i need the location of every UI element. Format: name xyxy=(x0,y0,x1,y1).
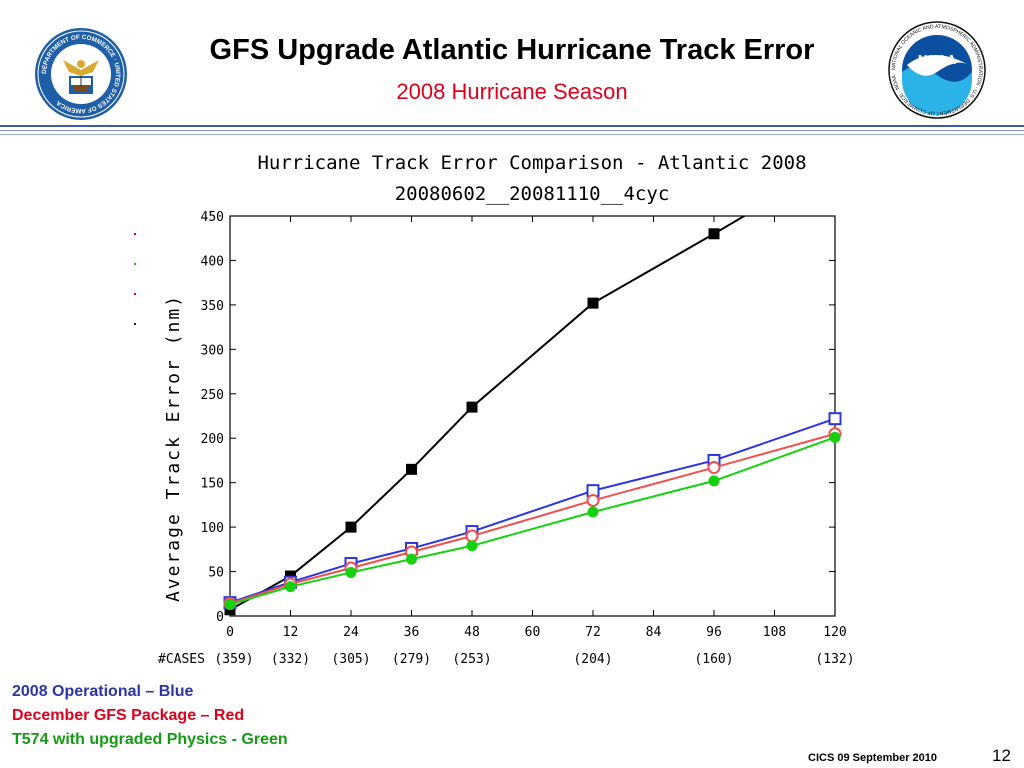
series-point-2 xyxy=(586,493,600,507)
y-tick-label: 450 xyxy=(201,210,224,225)
department-of-commerce-seal: DEPARTMENT OF COMMERCE · UNITED STATES O… xyxy=(35,28,127,120)
series-point-3 xyxy=(406,553,417,565)
series-point-0 xyxy=(345,521,357,533)
cases-count-label: (160) xyxy=(694,652,733,667)
cases-count-label: (253) xyxy=(452,652,491,667)
x-tick-label: 48 xyxy=(464,625,480,640)
noaa-logo: NATIONAL OCEANIC AND ATMOSPHERIC ADMINIS… xyxy=(888,21,986,119)
legend-t574-green: T574 with upgraded Physics - Green xyxy=(12,731,288,748)
y-tick-label: 400 xyxy=(201,254,224,269)
series-line-2 xyxy=(230,432,835,605)
header-rule-3 xyxy=(0,134,1024,135)
legend-december-red: December GFS Package – Red xyxy=(12,707,245,724)
cases-count-label: (132) xyxy=(815,652,854,667)
bullet-mark xyxy=(134,323,136,325)
y-axis-label: Average Track Error (nm) xyxy=(163,294,184,602)
y-tick-label: 250 xyxy=(201,388,224,403)
footer-text: CICS 09 September 2010 xyxy=(808,752,938,764)
x-tick-label: 108 xyxy=(763,625,786,640)
cases-count-label: (332) xyxy=(271,652,310,667)
page-number: 12 xyxy=(992,746,1011,765)
page-subtitle: 2008 Hurricane Season xyxy=(396,79,628,104)
series-point-3 xyxy=(285,581,296,593)
y-tick-label: 300 xyxy=(201,343,224,358)
x-tick-label: 24 xyxy=(343,625,359,640)
track-error-chart: Hurricane Track Error Comparison - Atlan… xyxy=(158,152,855,667)
x-tick-label: 84 xyxy=(646,625,662,640)
noaa-wordmark: NOAA xyxy=(918,52,957,67)
x-tick-label: 96 xyxy=(706,625,722,640)
page-title: GFS Upgrade Atlantic Hurricane Track Err… xyxy=(209,34,815,66)
series-point-3 xyxy=(466,540,478,552)
y-tick-label: 150 xyxy=(201,477,224,492)
series-point-0 xyxy=(406,463,417,475)
cases-count-label: (279) xyxy=(392,652,431,667)
series-point-0 xyxy=(708,228,720,240)
x-tick-label: 120 xyxy=(823,625,846,640)
series-point-3 xyxy=(587,506,599,518)
x-tick-label: 36 xyxy=(404,625,420,640)
y-tick-label: 350 xyxy=(201,299,224,314)
legend-operational-blue: 2008 Operational – Blue xyxy=(12,683,194,700)
header-rule-1 xyxy=(0,125,1024,127)
y-tick-label: 0 xyxy=(216,610,224,625)
series-line-1 xyxy=(230,417,835,604)
series-line-0 xyxy=(230,216,747,611)
series-point-2 xyxy=(707,461,721,475)
series-point-3 xyxy=(829,431,841,443)
series-point-3 xyxy=(708,475,720,487)
x-tick-label: 72 xyxy=(585,625,601,640)
y-tick-label: 100 xyxy=(201,521,224,536)
cases-label: #CASES xyxy=(158,652,205,667)
x-tick-label: 60 xyxy=(525,625,541,640)
series-point-0 xyxy=(466,401,478,413)
x-tick-label: 0 xyxy=(226,625,234,640)
chart-subtitle: 20080602__20081110__4cyc xyxy=(395,183,670,205)
series-point-1 xyxy=(828,412,842,426)
y-tick-label: 200 xyxy=(201,432,224,447)
header-rule-2 xyxy=(0,130,1024,131)
series-point-0 xyxy=(587,297,599,309)
chart-title: Hurricane Track Error Comparison - Atlan… xyxy=(257,152,806,174)
bullet-mark xyxy=(134,233,136,235)
x-tick-label: 12 xyxy=(283,625,299,640)
plot-frame xyxy=(229,215,836,617)
bullet-mark xyxy=(134,293,136,295)
series-point-3 xyxy=(224,598,236,610)
cases-count-label: (305) xyxy=(331,652,370,667)
cases-count-label: (204) xyxy=(573,652,612,667)
series-line-3 xyxy=(230,436,835,606)
y-tick-label: 50 xyxy=(208,566,224,581)
series-point-3 xyxy=(345,566,357,578)
cases-count-label: (359) xyxy=(214,652,253,667)
series-point-2 xyxy=(465,529,479,543)
bullet-mark xyxy=(134,263,136,265)
